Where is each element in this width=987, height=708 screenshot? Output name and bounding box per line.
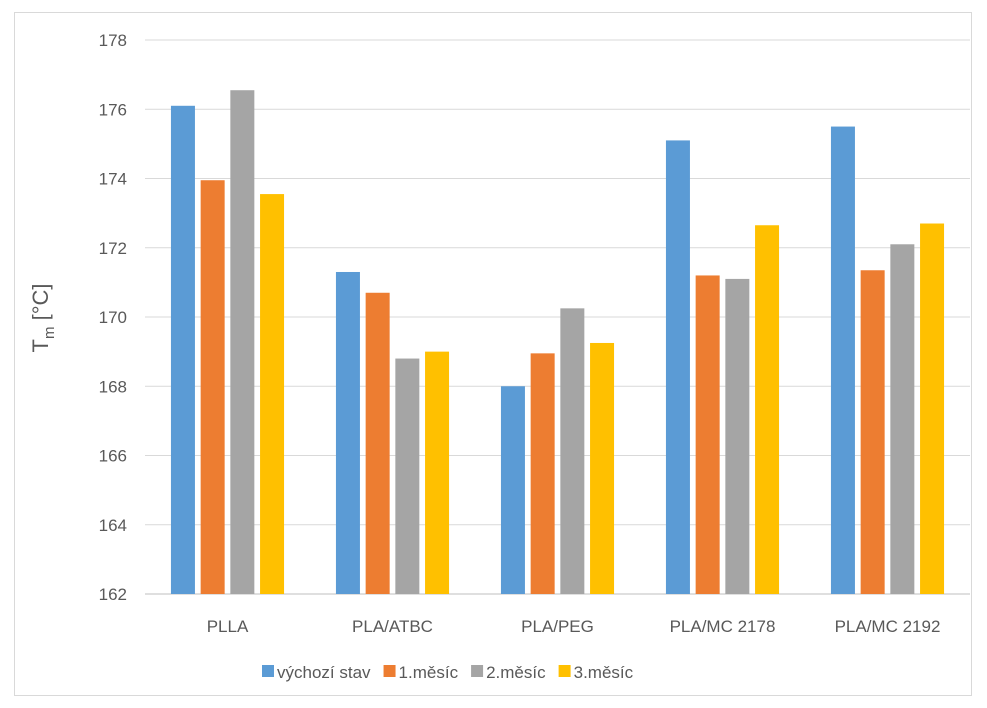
category-label: PLA/MC 2178 — [670, 617, 776, 636]
y-tick-label: 174 — [99, 170, 127, 189]
bar — [755, 225, 780, 594]
bar — [890, 244, 915, 594]
legend-swatch — [471, 665, 484, 677]
legend-swatch — [262, 665, 274, 677]
y-tick-labels: 162 164 166 168 170 172 174 176 178 — [99, 31, 127, 604]
y-tick-label: 176 — [99, 100, 127, 119]
bar — [665, 140, 690, 594]
category-label: PLA/MC 2192 — [835, 617, 941, 636]
bar — [200, 180, 225, 594]
bar — [230, 90, 255, 595]
bar — [695, 275, 720, 594]
bar — [170, 105, 195, 594]
bar — [920, 223, 945, 594]
bar — [260, 194, 285, 595]
y-tick-label: 172 — [99, 239, 127, 258]
bar — [590, 342, 615, 594]
y-axis-title: Tm [°C] — [28, 284, 58, 353]
bar — [725, 278, 750, 594]
category-label: PLA/PEG — [521, 617, 594, 636]
y-tick-label: 166 — [99, 447, 127, 466]
category-label: PLLA — [207, 617, 249, 636]
bar — [395, 358, 420, 594]
bars — [170, 90, 945, 595]
y-axis-title-sub: m — [41, 327, 58, 340]
bar — [560, 308, 585, 594]
bar — [860, 270, 885, 594]
y-tick-label: 168 — [99, 377, 127, 396]
legend-label: 1.měsíc — [399, 663, 459, 682]
bar — [425, 351, 450, 594]
bar — [500, 386, 525, 594]
category-labels: PLLA PLA/ATBC PLA/PEG PLA/MC 2178 PLA/MC 219… — [207, 617, 941, 636]
y-tick-label: 178 — [99, 31, 127, 50]
legend-label: výchozí stav — [277, 663, 371, 682]
legend-swatch — [558, 665, 571, 677]
bar — [530, 353, 555, 594]
legend: výchozí stav 1.měsíc 2.měsíc 3.měsíc — [262, 663, 634, 682]
category-label: PLA/ATBC — [352, 617, 433, 636]
bar — [335, 271, 360, 594]
y-tick-label: 164 — [99, 516, 127, 535]
legend-label: 3.měsíc — [574, 663, 634, 682]
bar — [365, 292, 390, 594]
y-tick-label: 162 — [99, 585, 127, 604]
legend-swatch — [383, 665, 396, 677]
bar — [830, 126, 855, 594]
y-axis-title-unit: [°C] — [28, 284, 53, 327]
y-tick-label: 170 — [99, 308, 127, 327]
legend-label: 2.měsíc — [486, 663, 546, 682]
y-axis-title-main: T — [28, 339, 53, 352]
